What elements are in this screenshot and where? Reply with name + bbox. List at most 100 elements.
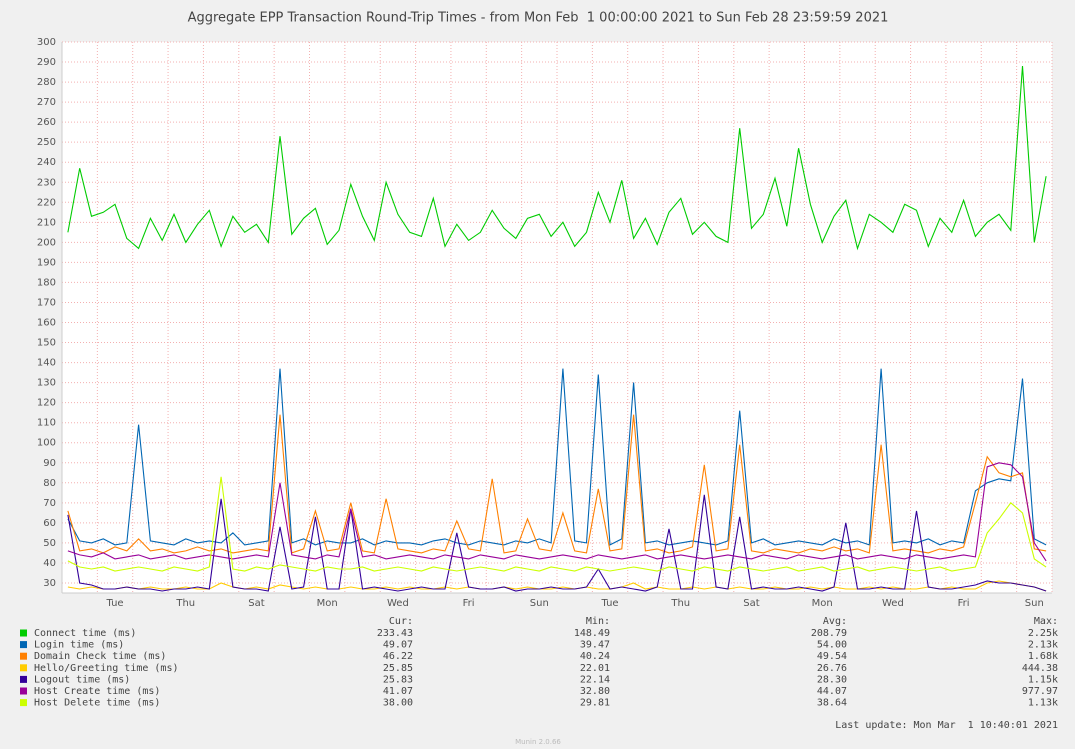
legend-value: 41.07 — [383, 686, 413, 697]
legend-value: 39.47 — [580, 640, 610, 651]
legend-header: Max: — [1034, 616, 1058, 627]
series-line — [67, 476, 1047, 572]
version: Munin 2.0.66 — [515, 738, 561, 746]
y-tick-label: 290 — [37, 57, 56, 68]
y-tick-label: 130 — [37, 378, 56, 389]
x-tick-label: Sat — [248, 598, 264, 609]
x-tick-label: Tue — [600, 598, 618, 609]
series-line — [67, 368, 1047, 546]
legend-label: Login time (ms) — [34, 640, 124, 651]
y-tick-label: 50 — [43, 538, 56, 549]
legend-value: 40.24 — [580, 651, 610, 662]
axes: 30 40 50 60 70 80 90 100 110 120 130 140 150 160 170 18… — [37, 37, 1052, 609]
y-tick-label: 150 — [37, 338, 56, 349]
y-tick-label: 200 — [37, 237, 56, 248]
y-tick-label: 120 — [37, 398, 56, 409]
x-tick-label: Thu — [670, 598, 690, 609]
legend-value: 54.00 — [817, 640, 847, 651]
legend-header: Cur: — [389, 616, 413, 627]
legend-value: 46.22 — [383, 651, 413, 662]
y-tick-label: 240 — [37, 157, 56, 168]
x-tick-label: Wed — [387, 598, 409, 609]
legend-value: 208.79 — [811, 628, 847, 639]
y-tick-label: 300 — [37, 37, 56, 48]
legend-value: 32.80 — [580, 686, 610, 697]
x-tick-label: Thu — [175, 598, 195, 609]
y-tick-label: 270 — [37, 97, 56, 108]
legend-value: 25.83 — [383, 674, 413, 685]
legend-swatch — [20, 687, 27, 695]
legend-swatch — [20, 641, 27, 649]
x-tick-label: Mon — [317, 598, 338, 609]
x-tick-label: Sun — [1025, 598, 1044, 609]
legend-value: 2.25k — [1028, 628, 1058, 639]
legend-swatch — [20, 675, 27, 683]
y-tick-label: 280 — [37, 77, 56, 88]
y-tick-label: 160 — [37, 318, 56, 329]
y-tick-label: 80 — [43, 478, 56, 489]
legend-swatch — [20, 652, 27, 660]
legend-label: Host Delete time (ms) — [34, 698, 160, 709]
legend-value: 148.49 — [574, 628, 610, 639]
legend-label: Hello/Greeting time (ms) — [34, 663, 179, 674]
series-line — [67, 462, 1047, 562]
x-tick-label: Tue — [105, 598, 123, 609]
y-tick-label: 30 — [43, 578, 56, 589]
legend-value: 2.13k — [1028, 640, 1058, 651]
x-tick-label: Mon — [812, 598, 833, 609]
y-tick-label: 60 — [43, 518, 56, 529]
y-tick-label: 170 — [37, 297, 56, 308]
legend-value: 26.76 — [817, 663, 847, 674]
y-tick-label: 40 — [43, 558, 56, 569]
legend-value: 1.13k — [1028, 698, 1058, 709]
y-tick-label: 190 — [37, 257, 56, 268]
legend-value: 25.85 — [383, 663, 413, 674]
legend-value: 1.68k — [1028, 651, 1058, 662]
legend-value: 28.30 — [817, 674, 847, 685]
x-tick-label: Sun — [530, 598, 549, 609]
y-tick-label: 180 — [37, 277, 56, 288]
legend-value: 977.97 — [1022, 686, 1058, 697]
legend-value: 49.54 — [817, 651, 847, 662]
y-tick-label: 100 — [37, 438, 56, 449]
y-tick-label: 230 — [37, 177, 56, 188]
legend-label: Logout time (ms) — [34, 674, 130, 685]
legend: Cur: Min: Avg: Max: Connect time (ms) 233.43 1… — [20, 616, 1058, 709]
legend-value: 233.43 — [377, 628, 413, 639]
legend-label: Domain Check time (ms) — [34, 651, 166, 662]
lines — [67, 65, 1047, 592]
y-tick-label: 220 — [37, 197, 56, 208]
legend-value: 444.38 — [1022, 663, 1058, 674]
x-tick-label: Fri — [463, 598, 475, 609]
y-tick-label: 250 — [37, 137, 56, 148]
legend-header: Min: — [586, 616, 610, 627]
y-tick-label: 110 — [37, 418, 56, 429]
legend-value: 22.14 — [580, 674, 610, 685]
legend-value: 49.07 — [383, 640, 413, 651]
legend-value: 38.00 — [383, 698, 413, 709]
legend-value: 38.64 — [817, 698, 847, 709]
series-line — [67, 65, 1047, 251]
legend-label: Host Create time (ms) — [34, 686, 160, 697]
last-update: Last update: Mon Mar 1 10:40:01 2021 — [835, 720, 1058, 731]
legend-value: 29.81 — [580, 698, 610, 709]
legend-value: 22.01 — [580, 663, 610, 674]
series-line — [67, 494, 1047, 592]
legend-label: Connect time (ms) — [34, 628, 136, 639]
y-tick-label: 70 — [43, 498, 56, 509]
y-tick-label: 90 — [43, 458, 56, 469]
x-tick-label: Sat — [743, 598, 759, 609]
y-tick-label: 210 — [37, 217, 56, 228]
y-tick-label: 260 — [37, 117, 56, 128]
x-tick-label: Wed — [882, 598, 904, 609]
legend-swatch — [20, 699, 27, 707]
legend-swatch — [20, 629, 27, 637]
legend-swatch — [20, 664, 27, 672]
chart-title: Aggregate EPP Transaction Round-Trip Tim… — [188, 11, 889, 26]
legend-value: 1.15k — [1028, 674, 1058, 685]
legend-value: 44.07 — [817, 686, 847, 697]
legend-header: Avg: — [823, 616, 847, 627]
y-tick-label: 140 — [37, 358, 56, 369]
x-tick-label: Fri — [958, 598, 970, 609]
